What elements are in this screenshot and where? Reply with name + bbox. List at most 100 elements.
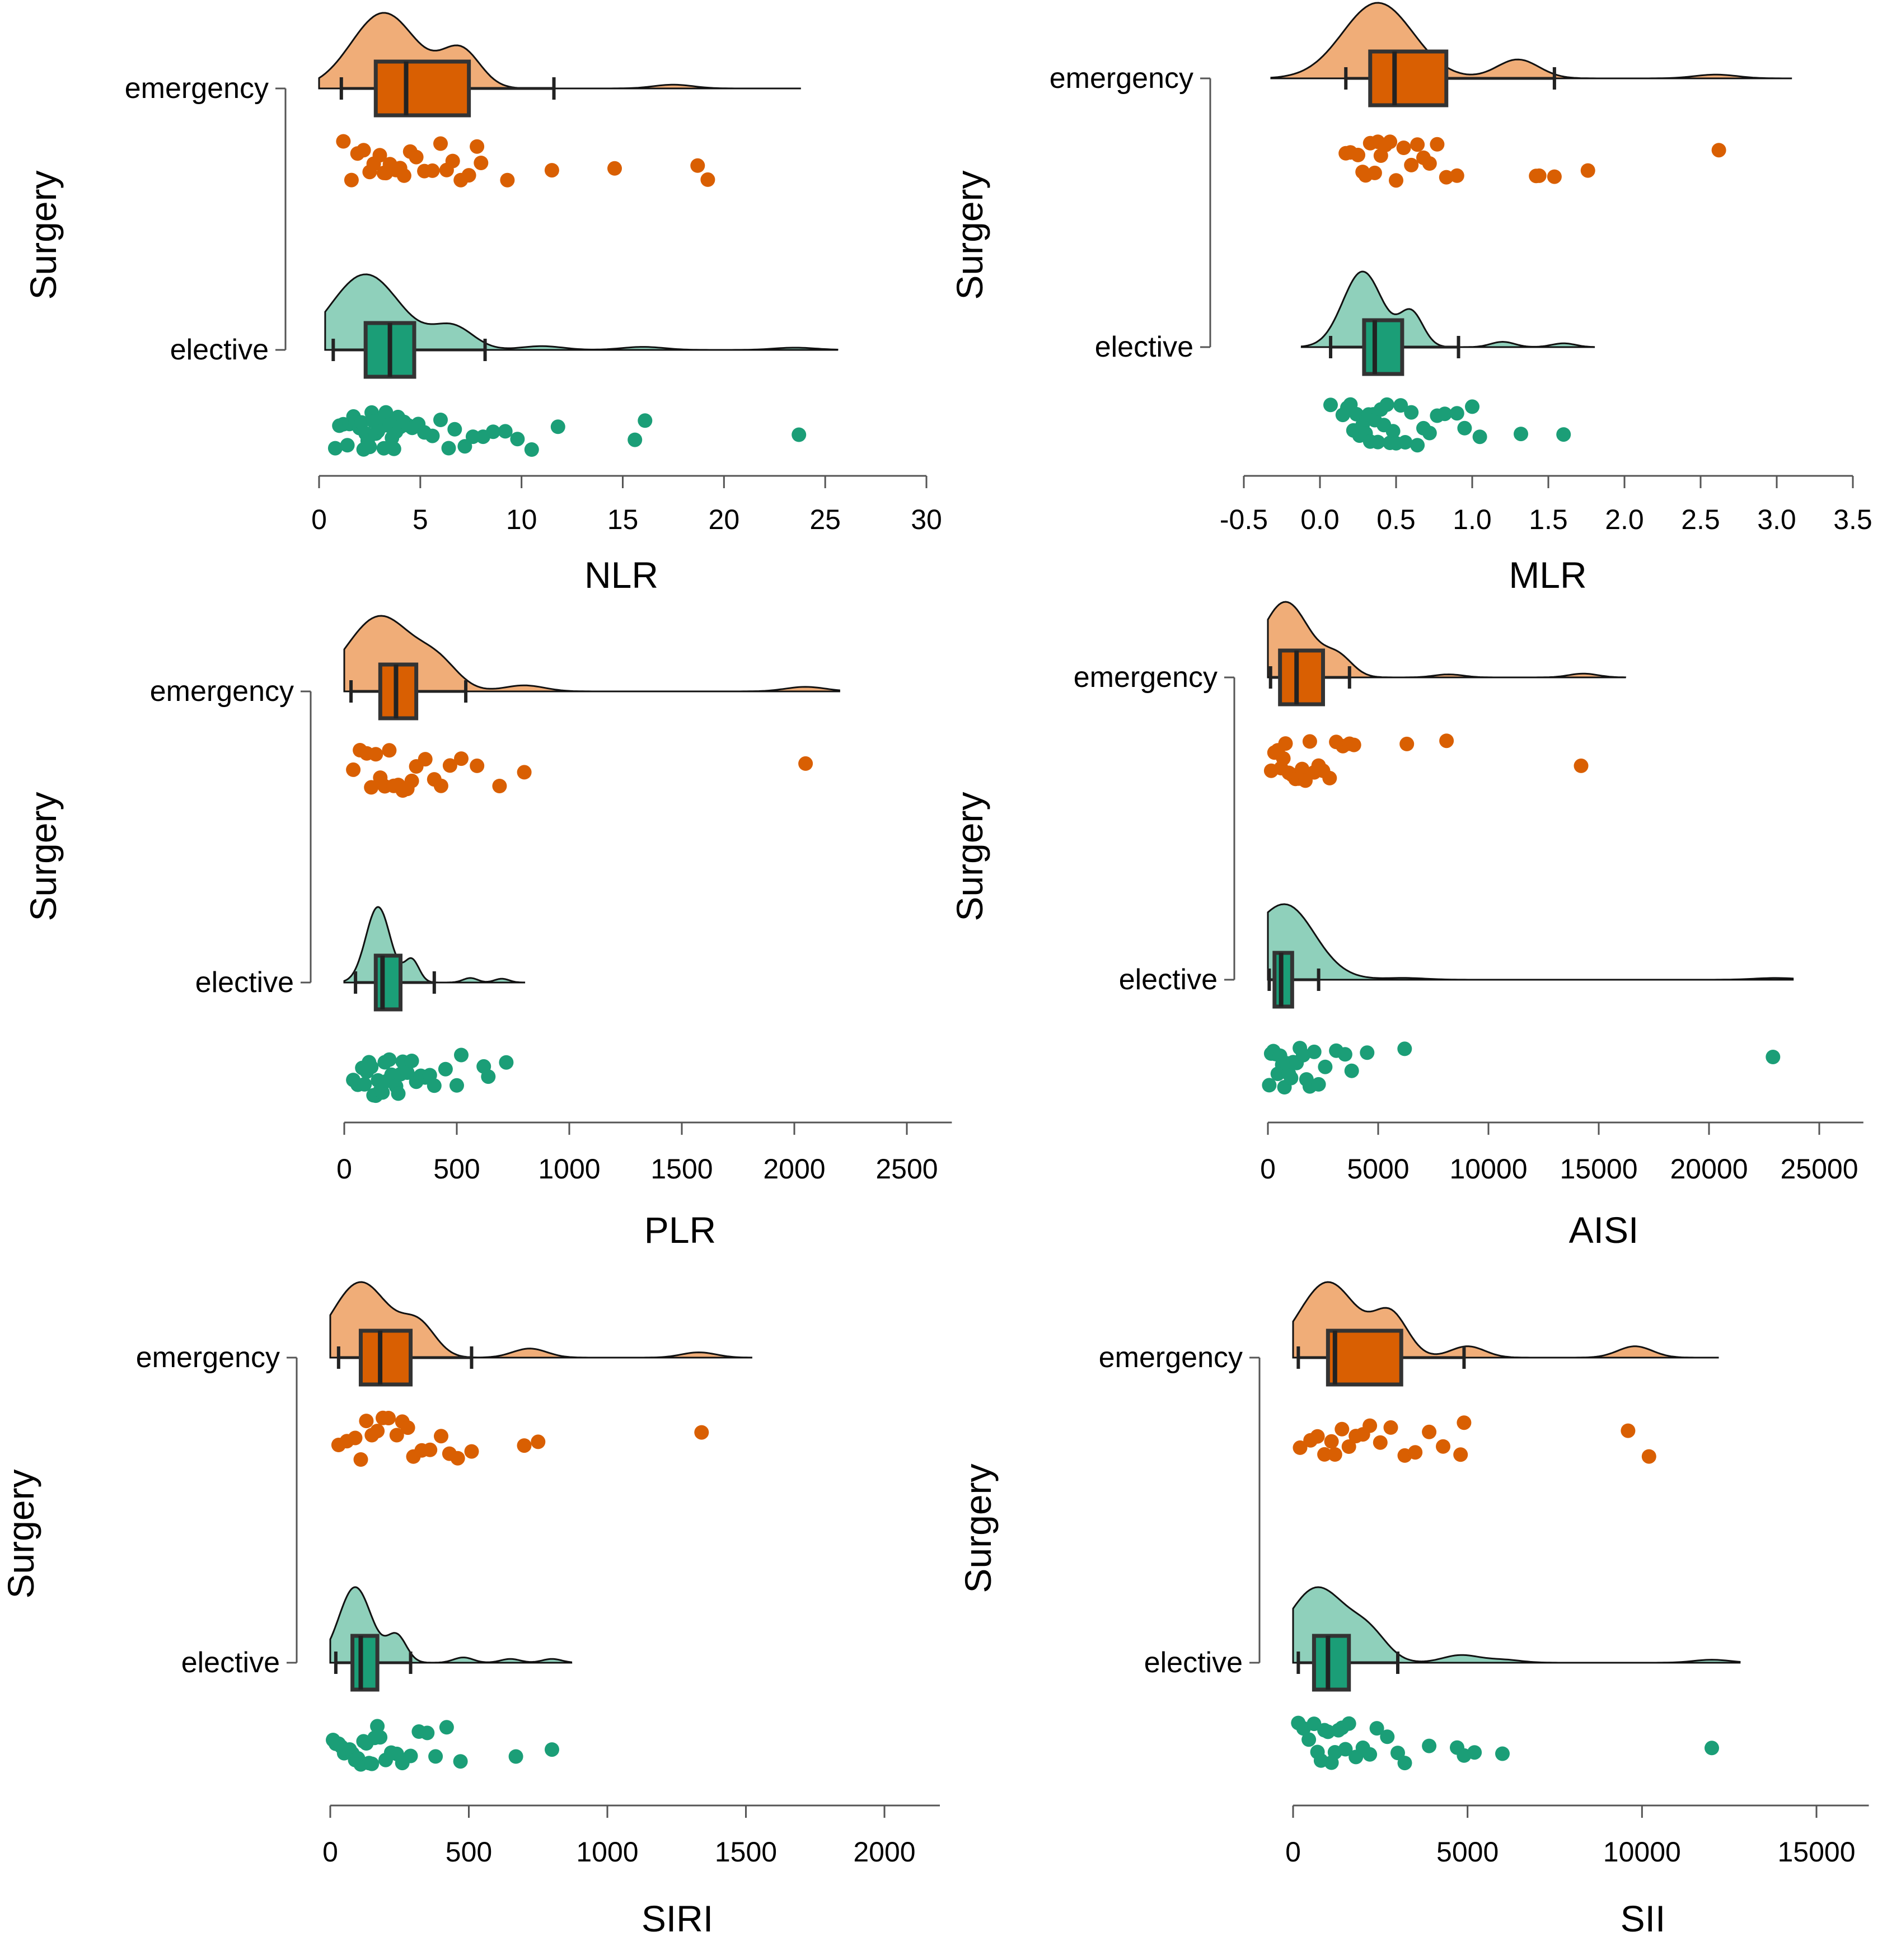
data-point — [382, 1052, 397, 1067]
data-point — [450, 1078, 464, 1093]
data-point — [508, 1749, 523, 1764]
y-axis-label: Surgery — [22, 170, 64, 300]
data-point — [1404, 405, 1419, 420]
density-elective — [1267, 903, 1794, 981]
data-point — [492, 779, 507, 793]
data-point — [1362, 1418, 1378, 1433]
data-point — [517, 765, 532, 780]
data-point — [1310, 1429, 1325, 1444]
data-point — [1385, 424, 1401, 439]
data-point — [1324, 1434, 1339, 1449]
data-point — [418, 752, 433, 767]
data-point — [423, 1442, 438, 1457]
box-elective — [1362, 318, 1404, 376]
x-tick-label: 30 — [911, 504, 942, 535]
group-elective — [1262, 903, 1794, 1094]
group-elective — [343, 906, 526, 1103]
data-point — [1338, 1742, 1353, 1757]
box-emergency — [373, 59, 471, 118]
density-elective — [1300, 270, 1595, 348]
x-axis-label: MLR — [1509, 554, 1586, 596]
data-point — [550, 419, 565, 434]
data-point — [433, 413, 448, 427]
data-point — [474, 156, 489, 170]
data-point — [1457, 1415, 1472, 1430]
data-point — [382, 743, 397, 758]
panel-plr: emergency elective Surgery 0 500 1000 1500 2000… — [22, 615, 952, 1251]
category-label-emergency: emergency — [1074, 661, 1218, 694]
x-tick-label: 0 — [1260, 1153, 1276, 1185]
group-emergency — [1292, 1281, 1719, 1464]
data-point — [1711, 143, 1726, 158]
data-point — [1367, 165, 1382, 180]
data-point — [1449, 406, 1464, 421]
x-axis-label: AISI — [1569, 1209, 1639, 1251]
x-tick-label: 10000 — [1449, 1153, 1527, 1185]
data-point — [700, 172, 715, 187]
data-point — [1370, 434, 1385, 450]
data-point — [465, 429, 480, 445]
data-point — [1397, 1041, 1412, 1056]
category-label-elective: elective — [170, 334, 269, 366]
data-point — [453, 1754, 468, 1769]
data-point — [1380, 1729, 1395, 1744]
data-point — [1621, 1423, 1636, 1438]
data-point — [1580, 163, 1595, 178]
data-point — [531, 1434, 546, 1449]
data-point — [517, 1438, 532, 1453]
group-emergency — [1270, 2, 1792, 188]
data-point — [433, 778, 448, 793]
category-label-elective: elective — [1095, 331, 1193, 363]
data-point — [445, 153, 460, 169]
data-point — [486, 424, 500, 439]
x-tick-label: 5000 — [1347, 1153, 1409, 1185]
data-point — [1422, 156, 1437, 171]
data-point — [481, 1069, 496, 1084]
data-point — [1351, 147, 1365, 162]
data-point — [690, 158, 705, 173]
x-tick-label: 3.0 — [1757, 504, 1796, 535]
data-point — [1408, 1445, 1423, 1460]
data-point — [628, 432, 643, 447]
data-point — [344, 172, 359, 188]
data-point — [327, 441, 343, 456]
category-label-elective: elective — [1119, 963, 1218, 996]
data-point — [694, 1425, 709, 1440]
x-axis-label: NLR — [584, 554, 658, 596]
x-axis-label: SII — [1621, 1898, 1666, 1939]
data-point — [434, 1429, 448, 1444]
data-point — [348, 1430, 363, 1446]
data-point — [1344, 1063, 1359, 1078]
data-point — [1295, 761, 1310, 776]
data-point — [346, 762, 361, 777]
data-point — [638, 413, 653, 428]
x-tick-label: 10 — [506, 504, 537, 535]
data-point — [1276, 751, 1291, 766]
data-point — [1379, 397, 1394, 412]
x-tick-label: 0 — [311, 504, 327, 535]
y-axis-label: Surgery — [0, 1469, 41, 1598]
data-point — [1439, 170, 1454, 185]
data-point — [544, 163, 559, 178]
data-point — [439, 1720, 454, 1735]
density-elective — [343, 906, 526, 984]
category-label-emergency: emergency — [1050, 62, 1193, 95]
data-point — [1422, 1738, 1437, 1753]
data-point — [364, 1756, 380, 1771]
density-elective — [324, 273, 839, 351]
x-axis-label: SIRI — [642, 1898, 713, 1939]
data-point — [1410, 438, 1425, 453]
x-tick-label: 15000 — [1560, 1153, 1637, 1185]
category-label-emergency: emergency — [1099, 1341, 1243, 1374]
data-point — [1397, 1756, 1412, 1771]
data-point — [336, 134, 351, 149]
data-point — [1398, 435, 1413, 450]
x-tick-label: 15000 — [1777, 1836, 1855, 1868]
data-point — [1362, 1747, 1378, 1762]
data-point — [1495, 1746, 1510, 1761]
data-point — [1422, 1424, 1437, 1439]
data-point — [356, 143, 371, 158]
data-point — [454, 1047, 469, 1063]
data-point — [510, 432, 525, 447]
